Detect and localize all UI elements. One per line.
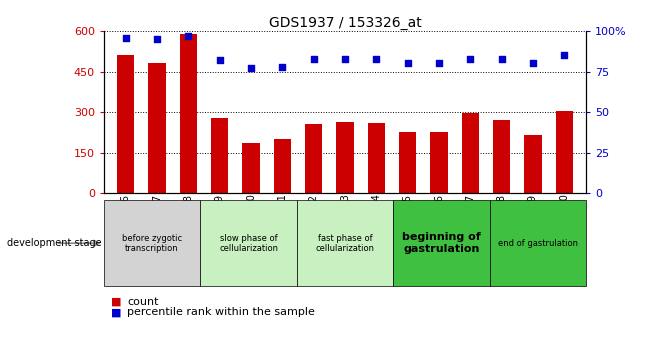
- Text: GSM90234: GSM90234: [371, 194, 381, 246]
- Point: [403, 61, 413, 66]
- Bar: [211, 118, 228, 193]
- Text: GSM90229: GSM90229: [215, 194, 224, 247]
- Point: [308, 56, 319, 61]
- Text: fast phase of
cellularization: fast phase of cellularization: [316, 234, 375, 253]
- Point: [121, 35, 131, 40]
- Text: GSM90258: GSM90258: [496, 194, 507, 247]
- Point: [214, 58, 225, 63]
- Bar: [399, 132, 416, 193]
- Text: end of gastrulation: end of gastrulation: [498, 239, 578, 248]
- Bar: [274, 139, 291, 193]
- Text: GSM90231: GSM90231: [277, 194, 287, 246]
- Text: GSM90260: GSM90260: [559, 194, 569, 246]
- Bar: [336, 121, 354, 193]
- Bar: [555, 111, 573, 193]
- Point: [371, 56, 382, 61]
- Point: [340, 56, 350, 61]
- Bar: [200, 200, 297, 286]
- Text: slow phase of
cellularization: slow phase of cellularization: [219, 234, 278, 253]
- Text: ■: ■: [111, 297, 121, 307]
- Point: [277, 64, 287, 69]
- Text: count: count: [127, 297, 159, 307]
- Bar: [305, 124, 322, 193]
- Text: GSM90257: GSM90257: [466, 194, 475, 247]
- Text: GSM90232: GSM90232: [309, 194, 319, 247]
- Point: [183, 33, 194, 39]
- Bar: [149, 63, 165, 193]
- Point: [465, 56, 476, 61]
- Text: GSM90259: GSM90259: [528, 194, 538, 247]
- Bar: [525, 135, 541, 193]
- Point: [496, 56, 507, 61]
- Point: [433, 61, 444, 66]
- Text: GSM90227: GSM90227: [152, 194, 162, 247]
- Text: GSM90255: GSM90255: [403, 194, 413, 247]
- Bar: [430, 132, 448, 193]
- Text: GSM90230: GSM90230: [246, 194, 256, 246]
- Point: [246, 66, 257, 71]
- Bar: [104, 200, 200, 286]
- Text: GSM90228: GSM90228: [184, 194, 194, 247]
- Point: [559, 52, 570, 58]
- Text: GSM90226: GSM90226: [121, 194, 131, 247]
- Bar: [180, 34, 197, 193]
- Bar: [243, 143, 260, 193]
- Bar: [368, 123, 385, 193]
- Text: beginning of
gastrulation: beginning of gastrulation: [402, 233, 481, 254]
- Bar: [297, 200, 393, 286]
- Text: percentile rank within the sample: percentile rank within the sample: [127, 307, 315, 317]
- Text: GSM90256: GSM90256: [434, 194, 444, 247]
- Bar: [490, 200, 586, 286]
- Bar: [462, 114, 479, 193]
- Point: [151, 37, 162, 42]
- Text: development stage: development stage: [7, 238, 101, 248]
- Bar: [117, 55, 135, 193]
- Point: [528, 61, 539, 66]
- Text: ■: ■: [111, 307, 121, 317]
- Title: GDS1937 / 153326_at: GDS1937 / 153326_at: [269, 16, 421, 30]
- Bar: [493, 120, 511, 193]
- Text: GSM90233: GSM90233: [340, 194, 350, 246]
- Bar: [393, 200, 490, 286]
- Text: before zygotic
transcription: before zygotic transcription: [122, 234, 182, 253]
